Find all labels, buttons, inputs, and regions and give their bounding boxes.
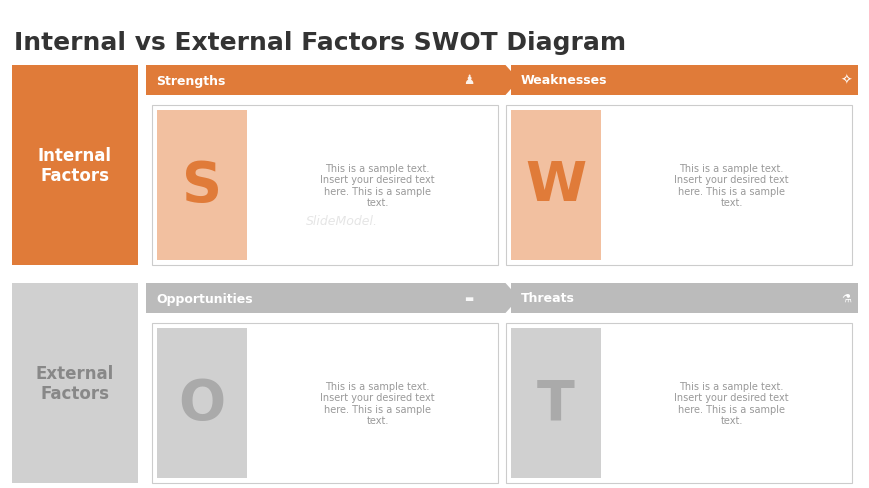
Text: This is a sample text.
Insert your desired text
here. This is a sample
text.: This is a sample text. Insert your desir…: [320, 163, 434, 208]
Text: O: O: [178, 376, 225, 430]
Text: S: S: [182, 159, 222, 213]
Bar: [146, 284, 497, 313]
Bar: [510, 284, 857, 313]
Bar: [152, 324, 497, 483]
Bar: [510, 66, 857, 96]
Bar: [12, 284, 138, 483]
Text: Internal vs External Factors SWOT Diagram: Internal vs External Factors SWOT Diagra…: [14, 31, 626, 55]
Bar: [506, 106, 851, 265]
Text: T: T: [536, 376, 574, 430]
Polygon shape: [488, 66, 519, 96]
Text: This is a sample text.
Insert your desired text
here. This is a sample
text.: This is a sample text. Insert your desir…: [673, 381, 788, 426]
Text: Internal
Factors: Internal Factors: [38, 146, 112, 185]
Text: Strengths: Strengths: [156, 74, 225, 87]
Text: W: W: [525, 159, 586, 213]
Text: ♟: ♟: [463, 74, 474, 87]
Bar: [510, 328, 600, 478]
Bar: [156, 328, 247, 478]
Text: ⚗: ⚗: [840, 293, 850, 304]
Bar: [146, 66, 497, 96]
Text: Threats: Threats: [521, 292, 574, 305]
Text: Opportunities: Opportunities: [156, 292, 252, 305]
Bar: [12, 66, 138, 265]
Text: This is a sample text.
Insert your desired text
here. This is a sample
text.: This is a sample text. Insert your desir…: [673, 163, 788, 208]
Text: External
Factors: External Factors: [36, 364, 114, 403]
Text: SlideModel.: SlideModel.: [306, 214, 378, 227]
Bar: [506, 324, 851, 483]
Text: ▬: ▬: [464, 293, 473, 304]
Bar: [156, 111, 247, 261]
Bar: [510, 111, 600, 261]
Text: This is a sample text.
Insert your desired text
here. This is a sample
text.: This is a sample text. Insert your desir…: [320, 381, 434, 426]
Text: Weaknesses: Weaknesses: [521, 74, 607, 87]
Bar: [152, 106, 497, 265]
Polygon shape: [488, 284, 519, 313]
Text: ✧: ✧: [839, 74, 851, 88]
